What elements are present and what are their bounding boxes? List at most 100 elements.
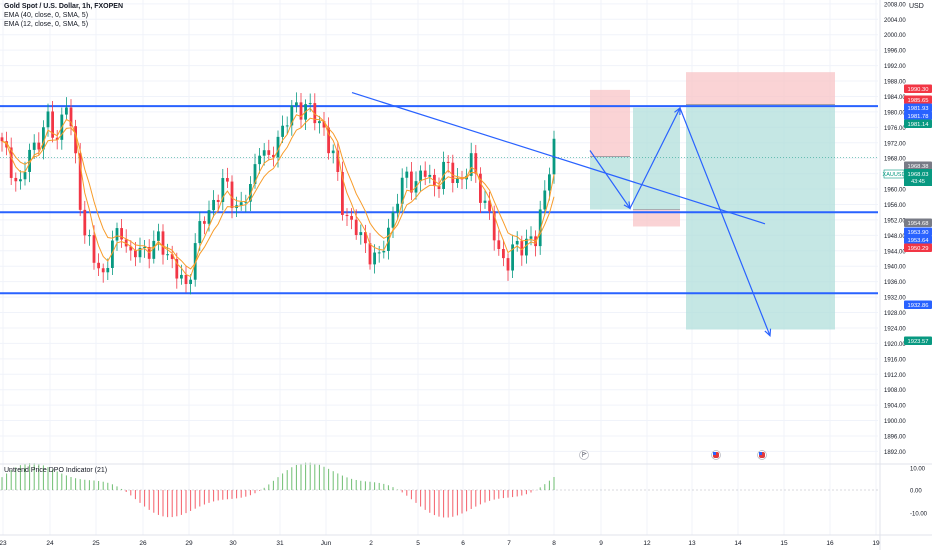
ema40-legend[interactable]: EMA (40, close, 0, SMA, 5) — [4, 12, 89, 19]
x-tick-label: 8 — [552, 540, 556, 547]
candle-body — [32, 142, 36, 150]
candle-body — [9, 147, 13, 178]
candle-body — [377, 252, 381, 254]
horizontal-levels[interactable] — [0, 105, 878, 295]
moving-averages — [1, 107, 555, 278]
y-tick-label: 2008.00 — [884, 2, 906, 8]
candle-body — [456, 178, 459, 184]
candle-body — [124, 239, 128, 247]
candle-body — [497, 240, 501, 250]
candle-body — [281, 125, 284, 137]
stop-loss-zone[interactable] — [590, 89, 630, 157]
y-tick-label: 1980.00 — [884, 110, 906, 116]
candle-body — [249, 184, 252, 202]
candle-body — [506, 258, 510, 271]
price-badge — [904, 95, 932, 104]
candle-body — [97, 262, 100, 269]
candle-body — [0, 137, 4, 142]
candle-body — [354, 219, 358, 236]
candle-body — [207, 210, 211, 224]
trend-drawings[interactable] — [351, 92, 772, 337]
candle-body — [69, 107, 73, 127]
candle-body — [290, 105, 294, 126]
price-badge — [904, 103, 932, 112]
candle-body — [152, 240, 156, 259]
price-badge-text: 1953.90 — [908, 230, 929, 236]
candle-body — [327, 127, 330, 154]
candle-body — [419, 170, 422, 182]
candle-body — [14, 177, 18, 182]
candle-body — [400, 177, 404, 204]
currency-label[interactable]: USD — [909, 3, 924, 10]
indicator-title[interactable]: Untrend Price DPO Indicator (21) — [4, 467, 108, 474]
x-tick-label: 31 — [276, 540, 284, 547]
x-tick-label: 15 — [780, 540, 788, 547]
candle-body — [451, 162, 455, 184]
candle-body — [180, 274, 183, 279]
projection-arrowhead — [674, 106, 681, 116]
position-zones[interactable] — [590, 72, 835, 330]
candle-body — [226, 178, 229, 182]
candle-body — [410, 171, 413, 193]
candle-body — [65, 107, 68, 115]
stop-loss-zone[interactable] — [633, 209, 680, 227]
candle-body — [129, 246, 133, 251]
stop-loss-zone[interactable] — [686, 72, 835, 105]
candle-body — [51, 111, 54, 138]
projection-path[interactable] — [589, 106, 771, 336]
y-tick-label: 1960.00 — [884, 188, 906, 194]
symbol-title[interactable]: Gold Spot / U.S. Dollar, 1h, FXOPEN — [4, 3, 124, 10]
candle-body — [529, 236, 533, 239]
flag-canton — [713, 452, 716, 455]
candle-body — [157, 231, 160, 241]
price-badge-text: 1932.86 — [908, 303, 929, 309]
x-tick-label: 30 — [229, 540, 237, 547]
candle-body — [364, 232, 367, 244]
y-tick-label: 1896.00 — [884, 434, 906, 440]
candle-body — [88, 235, 91, 237]
dpo-tick-label: 10.00 — [910, 467, 926, 473]
candle-body — [373, 252, 376, 265]
x-tick-label: 26 — [139, 540, 147, 547]
candle-body — [391, 212, 395, 228]
candle-body — [170, 254, 174, 260]
y-tick-label: 1936.00 — [884, 280, 906, 286]
projection-arrowhead — [623, 201, 631, 210]
candle-body — [230, 181, 234, 209]
candle-body — [42, 127, 45, 150]
trendline[interactable] — [351, 92, 766, 225]
x-tick-label: 5 — [416, 540, 420, 547]
y-tick-label: 1944.00 — [884, 249, 906, 255]
flag-icon[interactable] — [579, 450, 589, 460]
y-tick-label: 1900.00 — [884, 419, 906, 425]
price-badge — [904, 300, 932, 309]
candle-body — [23, 171, 27, 180]
ema40-line — [1, 117, 555, 270]
flag-canton — [759, 452, 762, 455]
candle-body — [345, 214, 349, 217]
y-tick-label: 1924.00 — [884, 326, 906, 332]
price-badges: 1990.30 1985.65 1981.93 1981.78 1981.14 1968.… — [883, 84, 932, 345]
y-tick-label: 1984.00 — [884, 95, 906, 101]
candle-body — [331, 150, 335, 154]
y-tick-label: 1912.00 — [884, 373, 906, 379]
ema12-legend[interactable]: EMA (12, close, 0, SMA, 5) — [4, 21, 89, 28]
candle-body — [37, 142, 41, 150]
y-tick-label: 2004.00 — [884, 18, 906, 24]
y-tick-label: 1920.00 — [884, 342, 906, 348]
take-profit-zone[interactable] — [686, 104, 835, 330]
event-markers[interactable] — [579, 450, 767, 460]
x-tick-label: 25 — [92, 540, 100, 547]
candle-body — [262, 150, 266, 156]
y-tick-label: 1992.00 — [884, 64, 906, 70]
price-badge — [904, 161, 932, 170]
candle-body — [166, 254, 169, 256]
candle-body — [336, 150, 340, 172]
candle-body — [322, 121, 326, 128]
price-badge — [904, 84, 932, 93]
candle-body — [285, 125, 289, 127]
candle-body — [120, 228, 123, 240]
take-profit-zone[interactable] — [590, 156, 630, 210]
